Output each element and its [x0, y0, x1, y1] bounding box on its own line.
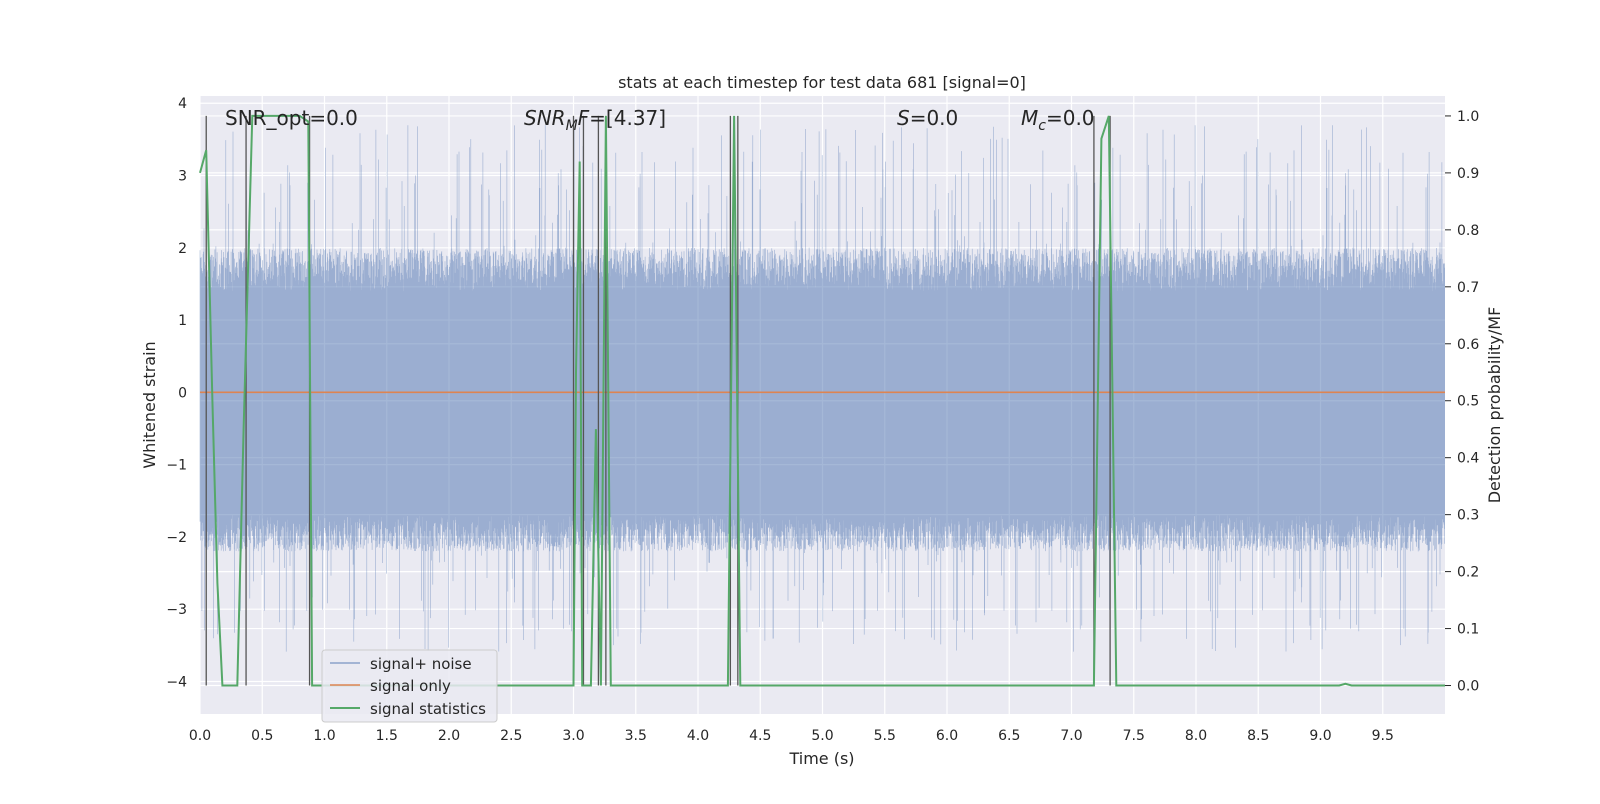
y-tick-label: 2 [178, 241, 187, 257]
x-tick-label: 0.0 [189, 728, 211, 744]
legend: signal+ noise signal only signal statist… [321, 649, 498, 723]
y-tick-label: −4 [166, 674, 187, 690]
y2-tick-label: 0.0 [1457, 679, 1479, 695]
y2-tick-label: 0.6 [1457, 337, 1479, 353]
y-tick-labels: 4 3 2 1 0 −1 −2 −3 −4 [166, 96, 187, 690]
x-tick-label: 3.0 [562, 728, 584, 744]
x-tick-label: 7.5 [1123, 728, 1145, 744]
y2-tick-label: 0.4 [1457, 451, 1479, 467]
x-tick-label: 6.5 [998, 728, 1020, 744]
chart-title: stats at each timestep for test data 681… [618, 73, 1026, 92]
x-tick-label: 9.0 [1309, 728, 1331, 744]
y2-tick-label: 0.5 [1457, 394, 1479, 410]
x-tick-label: 1.0 [313, 728, 335, 744]
annotation-mc: Mc=0.0 [1021, 106, 1095, 134]
y-tick-label: −1 [166, 458, 187, 474]
noise-trace [199, 125, 1445, 652]
y-tick-label: −3 [166, 602, 187, 618]
y2-tick-labels: 1.0 0.9 0.8 0.7 0.6 0.5 0.4 0.3 0.2 0.1 0.0 [1445, 109, 1479, 695]
x-tick-label: 3.5 [625, 728, 647, 744]
x-axis-label: Time (s) [788, 749, 854, 768]
legend-box [321, 649, 498, 723]
y2-tick-label: 0.8 [1457, 223, 1479, 239]
y-axis-label: Whitened strain [140, 341, 159, 468]
y-tick-label: 1 [178, 313, 187, 329]
y2-tick-label: 0.7 [1457, 280, 1479, 296]
x-tick-label: 1.5 [376, 728, 398, 744]
y2-tick-label: 0.3 [1457, 508, 1479, 524]
y2-tick-label: 0.9 [1457, 166, 1479, 182]
legend-label-signal-plus-noise: signal+ noise [370, 655, 472, 673]
y-tick-label: 3 [178, 169, 187, 185]
legend-label-signal-statistics: signal statistics [370, 700, 486, 718]
y2-axis-label: Detection probability/MF [1485, 307, 1504, 504]
x-tick-label: 4.0 [687, 728, 709, 744]
x-tick-label: 2.0 [438, 728, 460, 744]
y2-tick-label: 0.2 [1457, 565, 1479, 581]
x-tick-label: 0.5 [251, 728, 273, 744]
x-tick-label: 5.5 [874, 728, 896, 744]
y-tick-label: 0 [178, 385, 187, 401]
series-signal-plus-noise [199, 125, 1445, 652]
y2-tick-label: 1.0 [1457, 109, 1479, 125]
x-tick-label: 2.5 [500, 728, 522, 744]
x-tick-label: 8.5 [1247, 728, 1269, 744]
annotation-snr-opt: SNR_opt=0.0 [225, 106, 358, 130]
legend-label-signal-only: signal only [370, 677, 451, 695]
x-tick-labels: 0.0 0.5 1.0 1.5 2.0 2.5 3.0 3.5 4.0 4.5 5.0 5.5 6.0 6… [189, 728, 1394, 744]
x-tick-label: 8.0 [1185, 728, 1207, 744]
y-tick-label: 4 [178, 96, 187, 112]
x-tick-label: 7.0 [1060, 728, 1082, 744]
x-tick-label: 5.0 [811, 728, 833, 744]
x-tick-label: 9.5 [1372, 728, 1394, 744]
y2-tick-label: 0.1 [1457, 622, 1479, 638]
series-signal-statistics [199, 114, 1445, 687]
annotation-snr-mf: SNRMF=[4.37] [524, 106, 666, 134]
x-tick-label: 4.5 [749, 728, 771, 744]
x-tick-label: 6.0 [936, 728, 958, 744]
y-tick-label: −2 [166, 530, 187, 546]
annotation-s: S=0.0 [897, 106, 958, 130]
